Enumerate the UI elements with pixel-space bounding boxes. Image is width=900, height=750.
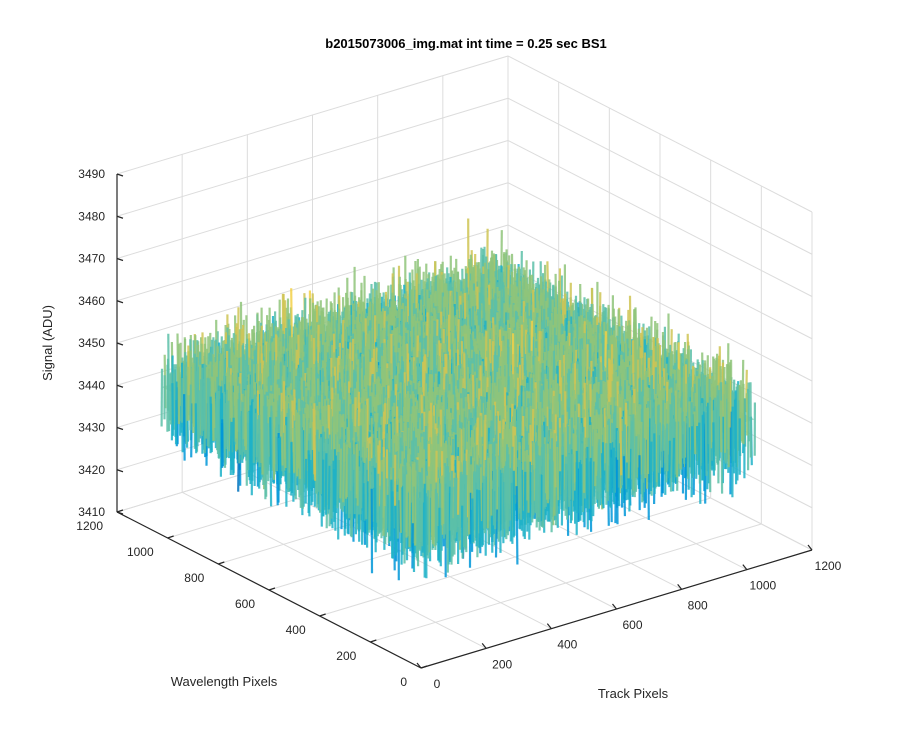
surface-spike (639, 421, 643, 475)
surface-spike (631, 414, 635, 496)
surface-spike (704, 406, 708, 476)
surface-spike (589, 457, 593, 522)
surface-spike (578, 462, 582, 521)
surface-spike (695, 425, 699, 479)
surface-spike (609, 457, 613, 507)
surface-spike (682, 421, 686, 464)
surface-spike (746, 382, 750, 471)
grid-line-z-sidewall (507, 140, 813, 297)
surface-spike (708, 378, 712, 493)
grid-line-z-sidewall (507, 182, 813, 340)
grid-line-z-backwall (116, 224, 509, 344)
surface-spike (583, 437, 586, 493)
surface-spike (672, 437, 676, 492)
chart-title: b2015073006_img.mat int time = 0.25 sec … (325, 36, 606, 51)
surface-spike (620, 430, 624, 486)
surface-spike (712, 422, 715, 476)
grid-line-z-backwall (116, 55, 509, 175)
surface-spike (716, 410, 720, 465)
surface-spike (693, 411, 697, 455)
surface-spike (684, 423, 688, 500)
surface-spike (571, 454, 575, 501)
grid-line-y-floor (319, 497, 711, 617)
surface-spike (567, 454, 571, 507)
surface-spike (594, 429, 597, 487)
grid-line-z-sidewall (507, 97, 813, 255)
surface-spike (649, 441, 653, 492)
surface-spike (721, 362, 725, 424)
surface-spike (660, 424, 665, 468)
surface-spike (619, 407, 623, 476)
grid-line-z-backwall (116, 182, 509, 302)
surface-spike (636, 421, 640, 468)
surface-spike (556, 446, 560, 501)
surface-spike (627, 415, 631, 479)
grid-line-y-floor (370, 523, 762, 643)
grid-line-z-sidewall (507, 55, 813, 213)
surface-spike (597, 439, 601, 509)
grid-line-z-backwall (116, 140, 509, 259)
surface-spike (646, 407, 649, 489)
surface-spike (560, 454, 564, 526)
surface-spike (600, 453, 604, 505)
grid-line-z-sidewall (507, 224, 813, 382)
surface-spike (622, 456, 626, 517)
grid-line-z-backwall (116, 97, 509, 217)
surface-plot (160, 218, 757, 581)
surface-spike (706, 402, 710, 490)
surface-spike (564, 456, 568, 516)
surface-spike (664, 428, 668, 472)
